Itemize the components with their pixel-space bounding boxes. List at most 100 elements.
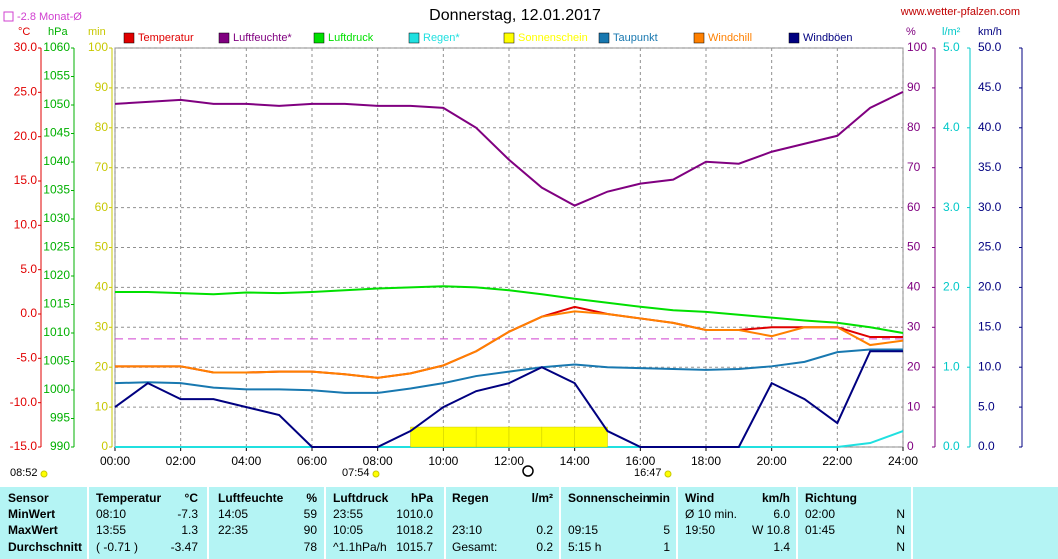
x-tick-label: 02:00	[166, 454, 196, 468]
y-tick-label: 15.0	[978, 319, 1002, 333]
table-cell: %	[306, 491, 317, 505]
y-tick-label: 70	[907, 160, 921, 174]
avg-icon	[3, 11, 14, 22]
y-tick-label: 1050	[43, 97, 70, 111]
table-cell: 08:10	[96, 507, 126, 521]
series-line	[115, 285, 904, 334]
x-tick-label: 10:00	[428, 454, 458, 468]
series-line	[114, 348, 903, 394]
table-cell: 14:05	[218, 507, 248, 521]
table-cell: Luftdruck	[333, 491, 389, 505]
legend-label: Temperatur	[138, 32, 194, 44]
y-tick-label: 30.0	[14, 40, 38, 54]
sun-icon	[372, 470, 380, 478]
y-tick-label: 1030	[43, 211, 70, 225]
y-tick-label: 35.0	[978, 160, 1002, 174]
y-tick-label: 0	[101, 439, 108, 453]
y-tick-label: 3.0	[943, 200, 960, 214]
table-cell: 1	[663, 540, 670, 554]
legend-label: Regen*	[423, 32, 460, 44]
y-tick-label: 50	[907, 240, 921, 254]
y-tick-label: 30	[95, 319, 109, 333]
table-cell: hPa	[411, 491, 433, 505]
table-cell: 23:10	[452, 523, 482, 537]
table-cell: Gesamt:	[452, 540, 497, 554]
y-tick-label: 1060	[43, 40, 70, 54]
y-tick-label: 10.0	[978, 359, 1002, 373]
axis-unit: km/h	[978, 26, 1002, 38]
y-tick-label: 1015	[43, 297, 70, 311]
y-tick-label: 25.0	[14, 85, 38, 99]
y-tick-label: 15.0	[14, 173, 38, 187]
table-cell: km/h	[762, 491, 790, 505]
x-tick-label: 06:00	[297, 454, 327, 468]
y-tick-label: 90	[907, 80, 921, 94]
source: www.wetter-pfalzen.com	[900, 6, 1020, 18]
table-cell: 13:55	[96, 523, 126, 537]
table-cell: 1.3	[181, 523, 198, 537]
table-cell: Richtung	[805, 491, 857, 505]
sunshine-bar	[508, 426, 543, 448]
table-bg	[0, 487, 1058, 559]
y-tick-label: -10.0	[10, 395, 38, 409]
y-tick-label: 60	[907, 200, 921, 214]
y-tick-label: 60	[95, 200, 109, 214]
axis-unit: l/m²	[942, 26, 961, 38]
legend-swatch	[123, 32, 135, 44]
legend-swatch	[598, 32, 610, 44]
table-cell: -7.3	[177, 507, 198, 521]
table-cell: °C	[185, 491, 199, 505]
legend-swatch	[503, 32, 515, 44]
table-cell: Sonnenschein	[568, 491, 650, 505]
legend-label: Windchill	[708, 32, 752, 44]
table-cell: 59	[304, 507, 318, 521]
y-tick-label: 50	[95, 240, 109, 254]
table-cell: MaxWert	[8, 523, 58, 537]
table-cell: 10:05	[333, 523, 363, 537]
annotation: 16:47	[634, 467, 662, 479]
y-tick-label: 4.0	[943, 120, 960, 134]
x-tick-label: 12:00	[494, 454, 524, 468]
y-tick-label: 5.0	[943, 40, 960, 54]
y-tick-label: 1035	[43, 183, 70, 197]
x-tick-label: 20:00	[757, 454, 787, 468]
y-tick-label: 10	[95, 399, 109, 413]
legend-label: Taupunkt	[613, 32, 658, 44]
sunshine-bar	[541, 426, 575, 448]
avg-label: -2.8 Monat-Ø	[17, 11, 82, 23]
table-cell: l/m²	[532, 491, 553, 505]
y-tick-label: 100	[88, 40, 108, 54]
table-cell: 90	[304, 523, 318, 537]
y-tick-label: -15.0	[10, 439, 38, 453]
x-tick-label: 04:00	[231, 454, 261, 468]
x-tick-label: 08:00	[363, 454, 393, 468]
series-line	[114, 350, 903, 448]
sunshine-bar	[574, 426, 608, 448]
y-tick-label: 80	[95, 120, 109, 134]
y-tick-label: 0.0	[20, 306, 37, 320]
y-tick-label: -5.0	[16, 351, 37, 365]
table-cell: 1015.7	[396, 540, 433, 554]
series-line	[115, 310, 904, 379]
y-tick-label: 5.0	[20, 262, 37, 276]
y-tick-label: 20	[95, 359, 109, 373]
y-tick-label: 10	[907, 399, 921, 413]
series-line	[114, 90, 904, 207]
legend-label: Windböen	[803, 32, 853, 44]
y-tick-label: 1000	[43, 382, 70, 396]
y-tick-label: 30	[907, 319, 921, 333]
y-tick-label: 20	[907, 359, 921, 373]
y-tick-label: 40.0	[978, 120, 1002, 134]
table-cell: 1010.0	[396, 507, 433, 521]
legend-swatch	[788, 32, 800, 44]
sun-icon	[40, 470, 48, 478]
legend-swatch	[693, 32, 705, 44]
table-cell: Temperatur	[96, 491, 161, 505]
table-cell: W 10.8	[752, 523, 790, 537]
y-tick-label: 990	[50, 439, 70, 453]
y-tick-label: 40	[907, 280, 921, 294]
moon-icon	[522, 465, 534, 477]
y-tick-label: 100	[907, 40, 927, 54]
table-cell: 22:35	[218, 523, 248, 537]
